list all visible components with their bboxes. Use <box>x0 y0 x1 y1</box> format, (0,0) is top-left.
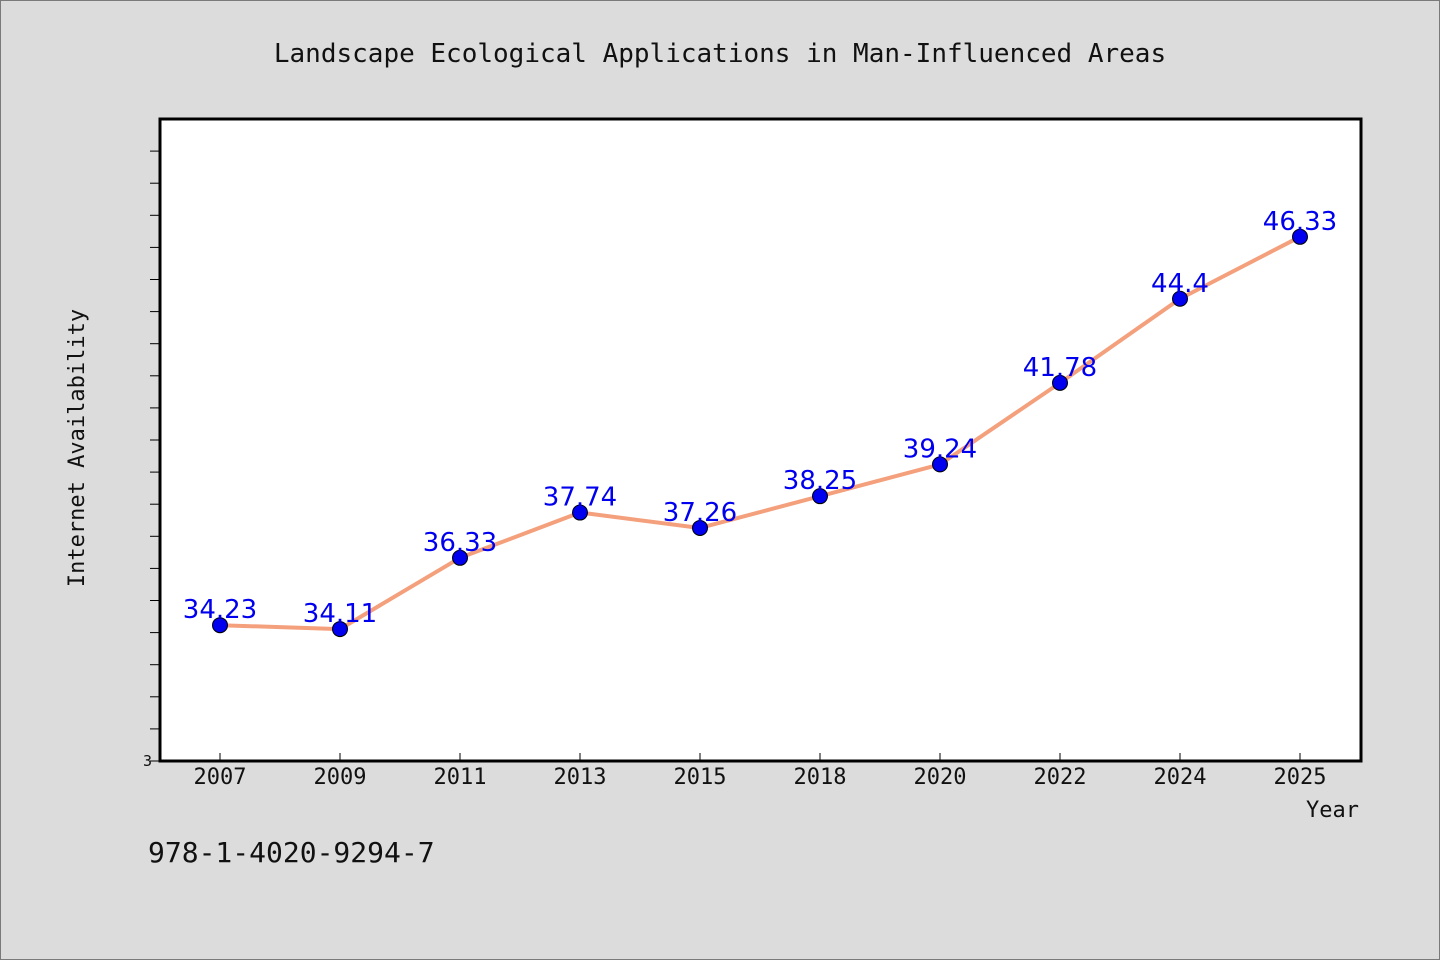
x-tick-label: 2015 <box>674 765 727 790</box>
data-point <box>452 549 468 566</box>
data-label: 34.11 <box>303 599 377 629</box>
data-labels: 34.23 34.11 36.33 37.74 37.26 38.25 39.24 41.78… <box>183 207 1337 629</box>
data-point <box>332 621 348 638</box>
x-axis-ticks <box>219 753 1301 761</box>
x-tick-label: 2025 <box>1274 765 1327 790</box>
y-tick-label: 3 <box>143 752 152 770</box>
x-tick-label: 2022 <box>1034 765 1087 790</box>
data-label: 44.4 <box>1151 269 1209 299</box>
data-label: 34.23 <box>183 595 257 625</box>
data-point <box>1052 374 1068 391</box>
data-label: 37.74 <box>543 483 617 513</box>
y-axis-ticks <box>150 150 160 762</box>
footnote: 978-1-4020-9294-7 <box>148 836 435 869</box>
data-point <box>1292 228 1308 245</box>
x-tick-label: 2018 <box>794 765 847 790</box>
x-axis-tick-labels: 2007 2009 2011 2013 2015 2018 2020 2022 2024 2025 <box>194 765 1327 790</box>
series-points <box>212 228 1308 638</box>
data-label: 37.26 <box>663 498 737 528</box>
data-point <box>692 519 708 536</box>
data-point <box>812 488 828 505</box>
data-point <box>1172 290 1188 307</box>
x-tick-label: 2007 <box>194 765 247 790</box>
x-tick-label: 2009 <box>314 765 367 790</box>
x-tick-label: 2013 <box>554 765 607 790</box>
plot-area <box>158 117 1363 763</box>
x-tick-label: 2020 <box>914 765 967 790</box>
x-tick-label: 2024 <box>1154 765 1207 790</box>
data-label: 39.24 <box>903 434 977 464</box>
chart-title: Landscape Ecological Applications in Man… <box>274 39 1166 69</box>
y-axis-label: Internet Availability <box>65 309 90 587</box>
data-point <box>212 617 228 634</box>
x-tick-label: 2011 <box>434 765 487 790</box>
series-line <box>219 235 1301 632</box>
data-label: 41.78 <box>1023 353 1097 383</box>
data-label: 36.33 <box>423 528 497 558</box>
data-point <box>572 504 588 521</box>
series-lines <box>219 235 1301 632</box>
data-label: 46.33 <box>1263 207 1337 237</box>
x-axis-label: Year <box>1306 798 1359 823</box>
data-point <box>932 456 948 473</box>
y-axis-tick-labels: 3 <box>143 752 152 770</box>
data-label: 38.25 <box>783 466 857 496</box>
